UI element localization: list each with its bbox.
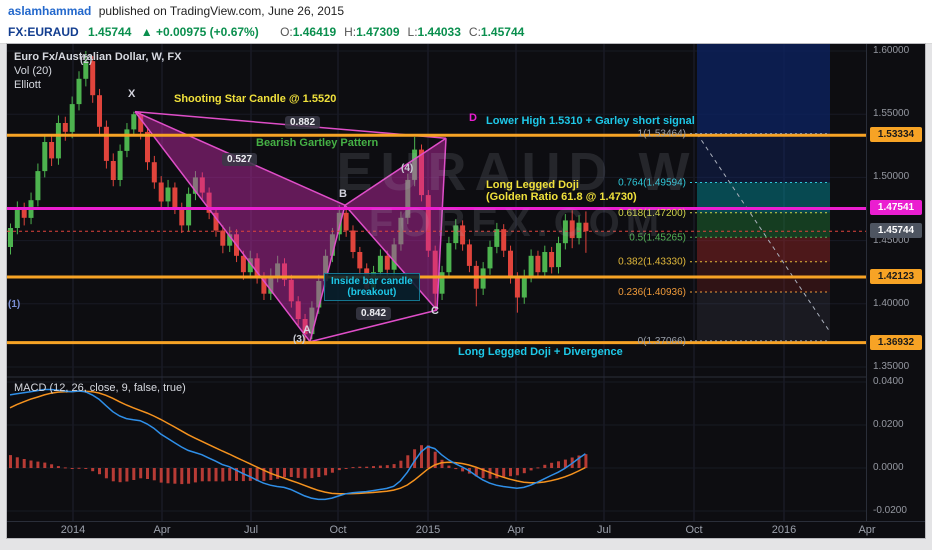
price-badge: 1.45744: [870, 223, 922, 238]
time-tick: Oct: [329, 524, 347, 536]
svg-text:0.236(1.40936): 0.236(1.40936): [618, 287, 686, 298]
pattern-point-B: B: [339, 188, 347, 200]
price-tick: 1.45000: [873, 235, 910, 246]
publish-header: aslamhammad published on TradingView.com…: [0, 0, 932, 22]
time-tick: Apr: [507, 524, 525, 536]
time-tick: 2014: [60, 524, 86, 536]
time-tick: 2016: [771, 524, 797, 536]
svg-text:0.5(1.45265): 0.5(1.45265): [629, 232, 686, 243]
fib-ratio-label: 0.527: [222, 153, 258, 166]
published-text: published on TradingView.com, June 26, 2…: [98, 4, 345, 18]
svg-text:0.382(1.43330): 0.382(1.43330): [618, 257, 686, 268]
annotation-lower-high-gartley-signal: Lower High 1.5310 + Garley short signal: [486, 115, 695, 127]
pattern-point-A: A: [303, 324, 311, 336]
time-tick: Apr: [858, 524, 876, 536]
price-tick: 1.50000: [873, 171, 910, 182]
annotation-inside-bar: Inside bar candle (breakout): [324, 273, 420, 301]
price-badge: 1.47541: [870, 200, 922, 215]
price-tick: 1.35000: [873, 361, 910, 372]
ohlc-label: O:: [280, 25, 293, 39]
elliott-wave-label: (3): [293, 334, 306, 345]
pattern-point-C: C: [431, 305, 439, 317]
ohlc-label: L:: [407, 25, 418, 39]
ohlc-value: 1.46419: [292, 25, 337, 39]
chart-frame: 1(1.53464) 0.764(1.49594) 0.618(1.47200) 0.…: [7, 44, 925, 538]
time-axis[interactable]: 2014 Apr Jul Oct 2015 Apr Jul Oct 2016 Apr: [7, 521, 925, 538]
svg-text:0.764(1.49594): 0.764(1.49594): [618, 178, 686, 189]
fib-ratio-label: 0.842: [356, 307, 392, 320]
macd-tick: 0.0400: [873, 376, 904, 387]
svg-text:0(1.37066): 0(1.37066): [638, 336, 686, 347]
elliott-wave-label: (1): [8, 299, 21, 310]
time-tick: Jul: [596, 524, 612, 536]
price-change: ▲ +0.00975 (+0.67%): [140, 25, 259, 39]
elliott-wave-label: (2): [80, 55, 93, 66]
last-price: 1.45744: [88, 25, 132, 39]
legend-symbol-title: Euro Fx/Australian Dollar, W, FX: [14, 51, 182, 63]
ohlc-label: H:: [344, 25, 357, 39]
chart-canvas[interactable]: 1(1.53464) 0.764(1.49594) 0.618(1.47200) 0.…: [7, 44, 866, 521]
macd-tick: 0.0200: [873, 419, 904, 430]
macd-indicator-label: MACD (12, 26, close, 9, false, true): [14, 382, 186, 394]
price-badge: 1.36932: [870, 335, 922, 350]
time-tick: Jul: [243, 524, 259, 536]
annotation-shooting-star: Shooting Star Candle @ 1.5520: [174, 93, 337, 105]
pattern-point-D: D: [469, 112, 477, 124]
chart-svg[interactable]: 1(1.53464) 0.764(1.49594) 0.618(1.47200) 0.…: [7, 44, 866, 521]
ohlc-value: 1.47309: [356, 25, 400, 39]
annotation-long-legged-doji-golden: Long Legged Doji (Golden Ratio 61.8 @ 1.…: [486, 179, 637, 203]
price-badge: 1.42123: [870, 269, 922, 284]
ohlc-value: 1.44033: [417, 25, 461, 39]
time-tick: Oct: [685, 524, 703, 536]
annotation-doji-divergence: Long Legged Doji + Divergence: [458, 346, 623, 358]
legend-volume: Vol (20): [14, 65, 52, 77]
elliott-wave-label: (4): [401, 163, 414, 174]
pattern-point-X: X: [128, 88, 136, 100]
author-link[interactable]: aslamhammad: [8, 4, 92, 18]
ohlc-value: 1.45744: [480, 25, 525, 39]
price-axis[interactable]: 1.60000 1.55000 1.50000 1.45000 1.40000 1.350…: [866, 44, 925, 521]
chart-legend: Euro Fx/Australian Dollar, W, FX Vol (20…: [14, 50, 181, 92]
ohlc-label: C:: [468, 25, 481, 39]
legend-elliott: Elliott: [14, 79, 41, 91]
macd-tick: 0.0000: [873, 462, 904, 473]
annotation-bearish-gartley: Bearish Gartley Pattern: [256, 137, 379, 149]
price-tick: 1.60000: [873, 45, 910, 56]
fib-ratio-label: 0.882: [285, 116, 321, 129]
svg-text:1(1.53464): 1(1.53464): [638, 129, 686, 140]
time-tick: Apr: [153, 524, 171, 536]
symbol-label: FX:EURAUD: [8, 25, 79, 39]
macd-tick: -0.0200: [873, 505, 907, 516]
quote-bar: FX:EURAUD 1.45744 ▲ +0.00975 (+0.67%) O:…: [0, 22, 932, 44]
price-badge: 1.53334: [870, 127, 922, 142]
price-tick: 1.40000: [873, 298, 910, 309]
svg-text:0.618(1.47200): 0.618(1.47200): [618, 208, 686, 219]
ohlc-group: O:1.46419 H:1.47309 L:1.44033 C:1.45744: [272, 25, 524, 39]
price-tick: 1.55000: [873, 108, 910, 119]
time-tick: 2015: [415, 524, 441, 536]
